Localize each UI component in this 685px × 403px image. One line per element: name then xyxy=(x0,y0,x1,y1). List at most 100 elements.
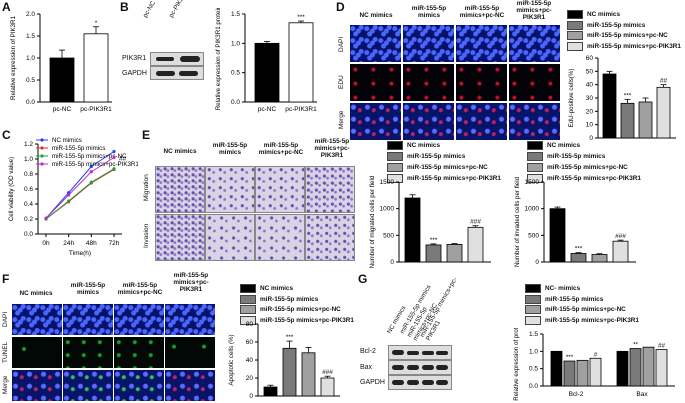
e2-sig-3: ### xyxy=(615,233,626,240)
g-bar-0-2 xyxy=(576,359,589,387)
col-label-f-2: miR-155-5p mimics xyxy=(70,282,106,296)
c-ylabel: Cell viability (OD value) xyxy=(8,157,15,221)
blot-gapdh-g xyxy=(388,375,452,390)
c-legend-marker-3 xyxy=(40,162,44,166)
chart-e-invaded: 0 500 1000 1500 Number of invaded cells per … xyxy=(514,176,636,267)
micrograph-f-tunel-4 xyxy=(165,337,215,368)
e2-ytick-label-0: 0 xyxy=(535,259,539,266)
row-label-invasion: Invasion xyxy=(143,223,150,249)
col-label-f-3: miR-155-5p mimics+pc-NC xyxy=(117,282,163,296)
b-bar-0 xyxy=(254,42,280,103)
c-legend-marker-1 xyxy=(40,146,44,150)
e1-bar-1 xyxy=(425,244,442,263)
transwell-migration-2 xyxy=(205,166,255,213)
a-ytick-label-3: 1.5 xyxy=(26,33,35,40)
g-sig-1-1: ** xyxy=(633,342,638,349)
c-point-2-1 xyxy=(67,199,71,203)
c-xtick-label-3: 72h xyxy=(109,240,120,247)
c-ytick-label-4: 0.8 xyxy=(24,171,33,178)
g-ytick-label-0: 0.0 xyxy=(529,383,538,390)
g-xlabel-0: Bcl-2 xyxy=(569,391,584,398)
chart-e-migrated: 0 500 1000 1500 Number of migrated cells per… xyxy=(369,176,491,268)
chart-b: 0.0 0.5 1.0 1.5 Relative expression of PIK3R… xyxy=(215,8,317,113)
b-xlabel-1: pc-PIK3R1 xyxy=(285,106,317,113)
row-label-dapi-f: DAPI xyxy=(2,311,9,327)
b-ytick-label-3: 1.5 xyxy=(231,11,240,18)
c-series-line-2 xyxy=(45,168,115,220)
c-ytick-label-1: 0.2 xyxy=(24,216,33,223)
d-sig-3: ## xyxy=(660,78,668,85)
micrograph-d-dapi-2 xyxy=(403,25,454,62)
e2-bar-0 xyxy=(549,208,566,263)
a-ytick-label-4: 2.0 xyxy=(26,11,35,18)
col-label-d-2: miR-155-5p mimics xyxy=(411,5,447,19)
c-legend-marker-0 xyxy=(40,138,44,142)
d-ytick-label-1: 10 xyxy=(586,122,594,129)
b-ylabel: Relative expression of PIK3R1 protein xyxy=(215,8,222,110)
panel-label-b: B xyxy=(120,0,129,14)
micrograph-d-edu-2 xyxy=(403,64,454,101)
g-ylabel: Relative expression of protein xyxy=(513,328,520,401)
col-label-e-2: miR-155-5p mimics xyxy=(212,142,248,156)
chart-g: 0.0 0.5 1.0 1.5 Relative expression of prote… xyxy=(513,328,675,401)
blot-pik3r1 xyxy=(150,52,204,66)
e2-ytick-label-3: 1500 xyxy=(525,179,540,186)
micrograph-d-merge-2 xyxy=(403,103,454,140)
f-bar-3 xyxy=(320,377,335,397)
micrograph-d-merge-4 xyxy=(509,103,560,140)
e2-bar-1 xyxy=(570,253,587,263)
row-label-edu-d: EDU xyxy=(338,75,345,89)
panel-label-f: F xyxy=(2,272,10,286)
f-ytick-label-1: 20 xyxy=(246,375,254,382)
c-series-line-1 xyxy=(45,169,115,220)
c-ytick-label-2: 0.4 xyxy=(24,201,33,208)
row-label-merge-d: Merge xyxy=(338,110,345,130)
c-ytick-label-5: 1.0 xyxy=(24,156,33,163)
d-ytick-label-2: 20 xyxy=(586,108,594,115)
micrograph-f-merge-2 xyxy=(63,370,113,401)
micrograph-d-edu-3 xyxy=(456,64,507,101)
c-ytick-label-3: 0.6 xyxy=(24,186,33,193)
c-legend-label-3: miR-155-5p mimics+pc-PIK3R1 xyxy=(52,161,138,168)
g-sig-0-3: # xyxy=(594,351,598,358)
e1-bar-0 xyxy=(404,197,421,263)
f-ytick-label-0: 0 xyxy=(249,393,253,400)
micrograph-d-edu-1 xyxy=(350,64,401,101)
e1-ylabel: Number of migrated cells per field xyxy=(369,176,376,268)
d-bar-0 xyxy=(602,73,617,139)
c-ytick-label-0: 0.0 xyxy=(24,231,33,238)
col-label-d-4: miR-155-5p mimics+pc-PIK3R1 xyxy=(516,0,552,21)
micrograph-d-dapi-4 xyxy=(509,25,560,62)
micrograph-d-edu-4 xyxy=(509,64,560,101)
c-ytick-label-6: 1.2 xyxy=(24,141,33,148)
legend-d: NC mimics miR-155-5p mimics miR-155-5p m… xyxy=(567,10,681,53)
legend-e1: NC mimics miR-155-5p mimics miR-155-5p m… xyxy=(387,140,501,184)
micrograph-d-merge-1 xyxy=(350,103,401,140)
e1-bar-2 xyxy=(446,244,463,263)
col-label-e-1: NC mimics xyxy=(163,148,197,155)
e2-ytick-label-2: 1000 xyxy=(525,206,540,213)
blot-bcl2 xyxy=(388,345,452,360)
d-ytick-label-6: 60 xyxy=(586,55,594,62)
d-bar-2 xyxy=(638,101,653,139)
a-bar-1 xyxy=(83,33,109,103)
e2-bar-3 xyxy=(612,240,629,263)
chart-c: 0.0 0.2 0.4 0.6 0.8 1.0 1.2 Cell viability (OD … xyxy=(8,137,138,257)
micrograph-f-dapi-2 xyxy=(63,304,113,335)
d-ytick-label-5: 50 xyxy=(586,68,594,75)
transwell-migration-1 xyxy=(155,166,205,213)
micrograph-f-merge-1 xyxy=(12,370,62,401)
d-ylabel: EdU-positive cells(%) xyxy=(568,69,575,128)
a-sig-1: * xyxy=(95,20,98,27)
panel-label-d: D xyxy=(336,0,345,14)
transwell-migration-3 xyxy=(255,166,305,213)
blot-row-bax: Bax xyxy=(360,364,373,371)
f-bar-2 xyxy=(301,352,316,397)
lane-label-pcpik3r1: pc-PIK3R1 xyxy=(167,0,190,20)
e1-ytick-label-3: 1500 xyxy=(380,179,395,186)
f-bar-0 xyxy=(263,386,278,397)
c-legend-label-2: miR-155-5p mimics+pc-NC xyxy=(52,153,127,160)
f-ylabel: Apoptotic cells (%) xyxy=(228,334,235,385)
c-series-line-0 xyxy=(45,151,115,219)
a-xlabel-1: pc-PIK3R1 xyxy=(80,106,112,113)
